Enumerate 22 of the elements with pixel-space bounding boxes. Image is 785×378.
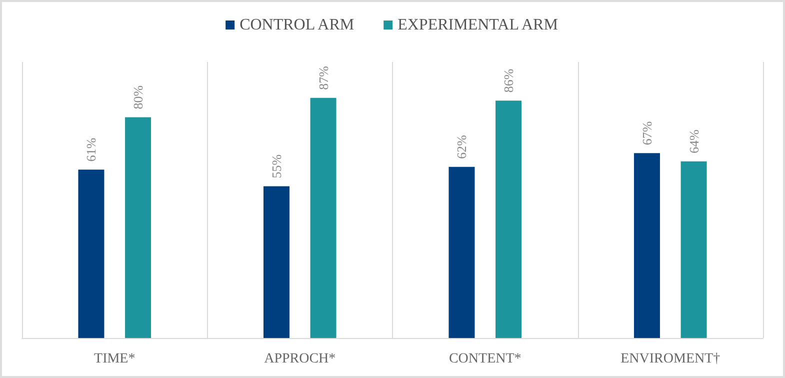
legend-label: EXPERIMENTAL ARM xyxy=(398,16,558,34)
bar xyxy=(680,161,707,338)
bar xyxy=(634,153,660,338)
legend-label: CONTROL ARM xyxy=(240,16,354,34)
bar xyxy=(496,100,522,338)
data-label: 87% xyxy=(316,66,331,90)
data-label: 80% xyxy=(130,85,146,110)
bar xyxy=(310,98,336,338)
data-label: 61% xyxy=(84,138,99,162)
bar xyxy=(78,170,104,338)
bar xyxy=(448,166,475,338)
bar xyxy=(263,186,290,338)
x-tick-label: TIME* xyxy=(94,352,136,366)
data-label: 64% xyxy=(686,129,702,154)
data-label: 67% xyxy=(639,121,654,146)
bar xyxy=(125,117,152,338)
data-label: 55% xyxy=(268,154,284,178)
x-tick-label: CONTENT* xyxy=(448,352,522,366)
x-tick-label: ENVIROMENT† xyxy=(620,352,720,366)
x-tick-label: APPROCH* xyxy=(264,352,336,366)
data-label: 86% xyxy=(501,68,516,93)
data-label: 62% xyxy=(454,134,470,159)
